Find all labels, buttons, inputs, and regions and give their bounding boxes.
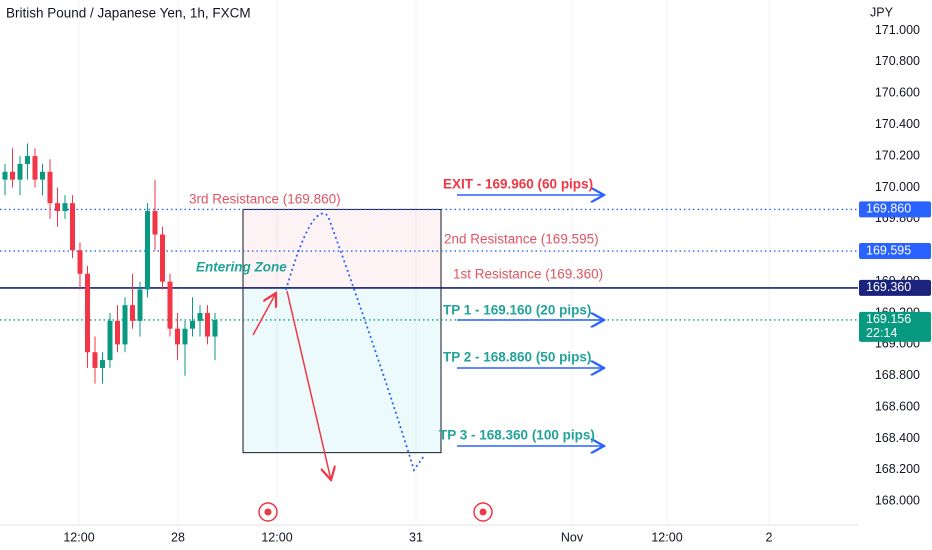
annotation: TP 3 - 168.360 (100 pips) [439,428,595,443]
x-tick-label: 12:00 [261,530,292,544]
red-arrow [286,290,331,480]
candle-body [62,203,68,211]
red-arrow [252,293,276,336]
candle-body [100,360,105,368]
y-axis: 171.000 170.800 170.600 170.400 170.200 170.0… [875,23,920,508]
zone-upper [242,208,442,289]
event-icon[interactable] [258,502,278,522]
candle-body [212,319,218,337]
y-unit: JPY [870,5,894,19]
x-axis: 12:00 28 12:00 31 Nov 12:00 2 [63,530,772,544]
candle-body [17,163,23,180]
price-tag-label: 169.156 [866,312,911,326]
candle-body [122,305,128,345]
price-tag-label: 169.360 [866,280,911,294]
y-tick-label: 168.800 [875,368,920,382]
annotation: TP 1 - 169.160 (20 pips) [443,303,591,318]
candle-body [182,328,188,345]
grid [78,0,770,525]
countdown: 22:14 [866,326,897,340]
x-tick-label: 12:00 [651,530,682,544]
candles [2,143,218,384]
candle-body [167,281,173,329]
x-tick-label: Nov [561,530,584,544]
annotation: 3rd Resistance (169.860) [189,192,341,207]
event-icon[interactable] [473,502,493,522]
price-tag [859,201,931,218]
y-tick-label: 170.000 [875,180,920,194]
zone-lower [242,287,442,454]
y-tick-label: 168.600 [875,399,920,413]
y-tick-label: 168.400 [875,431,920,445]
candle-body [175,328,180,345]
annotation: EXIT - 169.960 (60 pips) [443,177,593,192]
price-tag [859,311,931,342]
candle-body [145,211,150,290]
x-tick-label: 31 [409,530,423,544]
y-tick-label: 171.000 [875,23,920,37]
y-tick-label: 170.200 [875,148,920,162]
candle-body [190,320,195,329]
y-tick-label: 170.800 [875,54,920,68]
annotation: TP 2 - 168.860 (50 pips) [443,350,591,365]
candle-body [47,171,53,204]
price-tag [859,279,931,296]
candle-body [2,171,8,180]
y-tick-label: 170.400 [875,117,920,131]
projection-path [285,212,425,473]
annotation: Entering Zone [196,260,287,275]
candle-body [10,171,15,180]
levels [0,208,858,321]
y-tick-label: 168.000 [875,494,920,508]
candle-body [92,352,98,368]
annotation: 2nd Resistance (169.595) [444,232,599,247]
y-tick-label: 170.600 [875,86,920,100]
candle-body [115,320,120,345]
price-tag-label: 169.860 [866,202,911,216]
zone [242,208,442,454]
price-tag [859,243,931,260]
candle-body [137,289,143,321]
candle-body [70,203,75,251]
y-tick-label: 168.200 [875,462,920,476]
price-tag-label: 169.595 [866,243,911,257]
x-tick-label: 12:00 [63,530,94,544]
candle-body [205,313,210,337]
candle-body [160,234,165,282]
candle-body [32,156,38,180]
candle-body [25,156,30,164]
annotation: 1st Resistance (169.360) [453,267,603,282]
candle-body [197,313,203,321]
x-tick-label: 28 [171,530,185,544]
candle-body [107,320,113,361]
x-tick-label: 2 [766,530,773,544]
candle-body [40,171,45,180]
candle-body [85,273,90,353]
candle-body [55,203,60,211]
candle-body [130,305,135,321]
candle-body [77,250,83,274]
candle-body [152,211,158,235]
chart-title: British Pound / Japanese Yen, 1h, FXCM [6,6,251,21]
